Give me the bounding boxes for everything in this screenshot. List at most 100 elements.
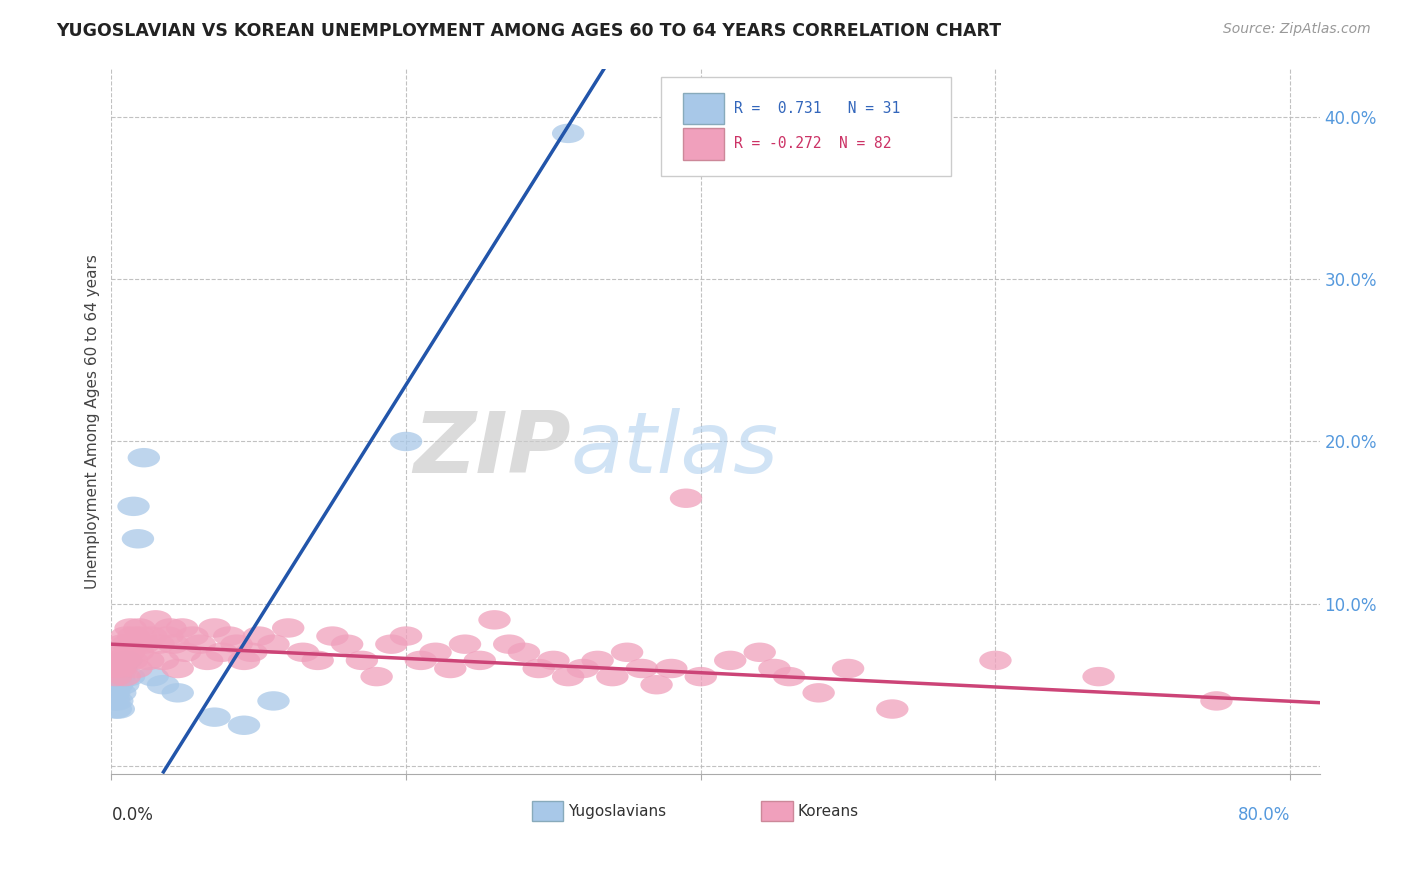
Ellipse shape xyxy=(97,675,129,695)
Ellipse shape xyxy=(523,659,555,678)
Ellipse shape xyxy=(1083,667,1115,686)
Ellipse shape xyxy=(449,634,481,654)
Ellipse shape xyxy=(494,634,526,654)
Ellipse shape xyxy=(685,667,717,686)
Ellipse shape xyxy=(553,124,585,143)
Ellipse shape xyxy=(96,667,128,686)
Ellipse shape xyxy=(287,642,319,662)
Ellipse shape xyxy=(98,667,131,686)
Ellipse shape xyxy=(101,691,134,711)
Ellipse shape xyxy=(166,618,198,638)
FancyBboxPatch shape xyxy=(661,77,950,176)
Text: Yugoslavians: Yugoslavians xyxy=(568,804,666,819)
Ellipse shape xyxy=(316,626,349,646)
Ellipse shape xyxy=(610,642,644,662)
Ellipse shape xyxy=(128,448,160,467)
Ellipse shape xyxy=(434,659,467,678)
Ellipse shape xyxy=(125,626,157,646)
Ellipse shape xyxy=(124,618,156,638)
Ellipse shape xyxy=(152,626,184,646)
Ellipse shape xyxy=(271,618,305,638)
FancyBboxPatch shape xyxy=(762,801,793,822)
Ellipse shape xyxy=(122,642,155,662)
Ellipse shape xyxy=(142,634,174,654)
Ellipse shape xyxy=(97,683,129,703)
Ellipse shape xyxy=(111,634,143,654)
Ellipse shape xyxy=(405,650,437,670)
Ellipse shape xyxy=(136,667,169,686)
Text: 0.0%: 0.0% xyxy=(111,806,153,824)
Ellipse shape xyxy=(105,659,138,678)
Ellipse shape xyxy=(243,626,276,646)
Ellipse shape xyxy=(146,675,179,695)
Ellipse shape xyxy=(191,650,224,670)
Ellipse shape xyxy=(596,667,628,686)
Text: Koreans: Koreans xyxy=(797,804,859,819)
Ellipse shape xyxy=(108,667,141,686)
Ellipse shape xyxy=(104,659,136,678)
Ellipse shape xyxy=(626,659,658,678)
Ellipse shape xyxy=(257,691,290,711)
Text: R = -0.272  N = 82: R = -0.272 N = 82 xyxy=(734,136,891,152)
Text: YUGOSLAVIAN VS KOREAN UNEMPLOYMENT AMONG AGES 60 TO 64 YEARS CORRELATION CHART: YUGOSLAVIAN VS KOREAN UNEMPLOYMENT AMONG… xyxy=(56,22,1001,40)
Ellipse shape xyxy=(640,675,672,695)
Text: R =  0.731   N = 31: R = 0.731 N = 31 xyxy=(734,101,900,116)
Ellipse shape xyxy=(773,667,806,686)
Ellipse shape xyxy=(330,634,363,654)
Ellipse shape xyxy=(155,618,187,638)
Ellipse shape xyxy=(582,650,614,670)
Ellipse shape xyxy=(100,675,132,695)
Ellipse shape xyxy=(135,626,167,646)
Text: 80.0%: 80.0% xyxy=(1237,806,1291,824)
Ellipse shape xyxy=(122,529,155,549)
Ellipse shape xyxy=(301,650,333,670)
FancyBboxPatch shape xyxy=(683,93,724,124)
Ellipse shape xyxy=(176,626,208,646)
Ellipse shape xyxy=(100,667,132,686)
Ellipse shape xyxy=(979,650,1012,670)
Ellipse shape xyxy=(98,691,131,711)
Ellipse shape xyxy=(103,699,135,719)
Ellipse shape xyxy=(464,650,496,670)
Ellipse shape xyxy=(655,659,688,678)
Ellipse shape xyxy=(567,659,599,678)
Ellipse shape xyxy=(107,650,139,670)
Ellipse shape xyxy=(714,650,747,670)
Ellipse shape xyxy=(121,659,153,678)
Ellipse shape xyxy=(97,650,129,670)
Ellipse shape xyxy=(139,610,172,630)
Ellipse shape xyxy=(118,634,152,654)
Ellipse shape xyxy=(100,667,132,686)
Ellipse shape xyxy=(101,642,134,662)
Text: Source: ZipAtlas.com: Source: ZipAtlas.com xyxy=(1223,22,1371,37)
Ellipse shape xyxy=(105,634,138,654)
Ellipse shape xyxy=(669,489,702,508)
Ellipse shape xyxy=(478,610,510,630)
FancyBboxPatch shape xyxy=(531,801,564,822)
Ellipse shape xyxy=(389,432,422,451)
Ellipse shape xyxy=(98,659,131,678)
Text: ZIP: ZIP xyxy=(413,408,571,491)
Ellipse shape xyxy=(221,634,253,654)
Ellipse shape xyxy=(162,659,194,678)
Ellipse shape xyxy=(537,650,569,670)
Ellipse shape xyxy=(198,618,231,638)
Ellipse shape xyxy=(128,634,160,654)
Ellipse shape xyxy=(832,659,865,678)
Ellipse shape xyxy=(744,642,776,662)
Ellipse shape xyxy=(101,675,134,695)
Ellipse shape xyxy=(508,642,540,662)
Ellipse shape xyxy=(198,707,231,727)
Ellipse shape xyxy=(257,634,290,654)
Ellipse shape xyxy=(114,618,146,638)
Ellipse shape xyxy=(103,667,135,686)
Ellipse shape xyxy=(117,626,149,646)
Ellipse shape xyxy=(104,683,136,703)
Ellipse shape xyxy=(100,699,132,719)
Ellipse shape xyxy=(110,650,142,670)
Ellipse shape xyxy=(98,683,131,703)
Ellipse shape xyxy=(107,675,139,695)
Ellipse shape xyxy=(97,659,129,678)
Ellipse shape xyxy=(876,699,908,719)
Ellipse shape xyxy=(115,650,148,670)
